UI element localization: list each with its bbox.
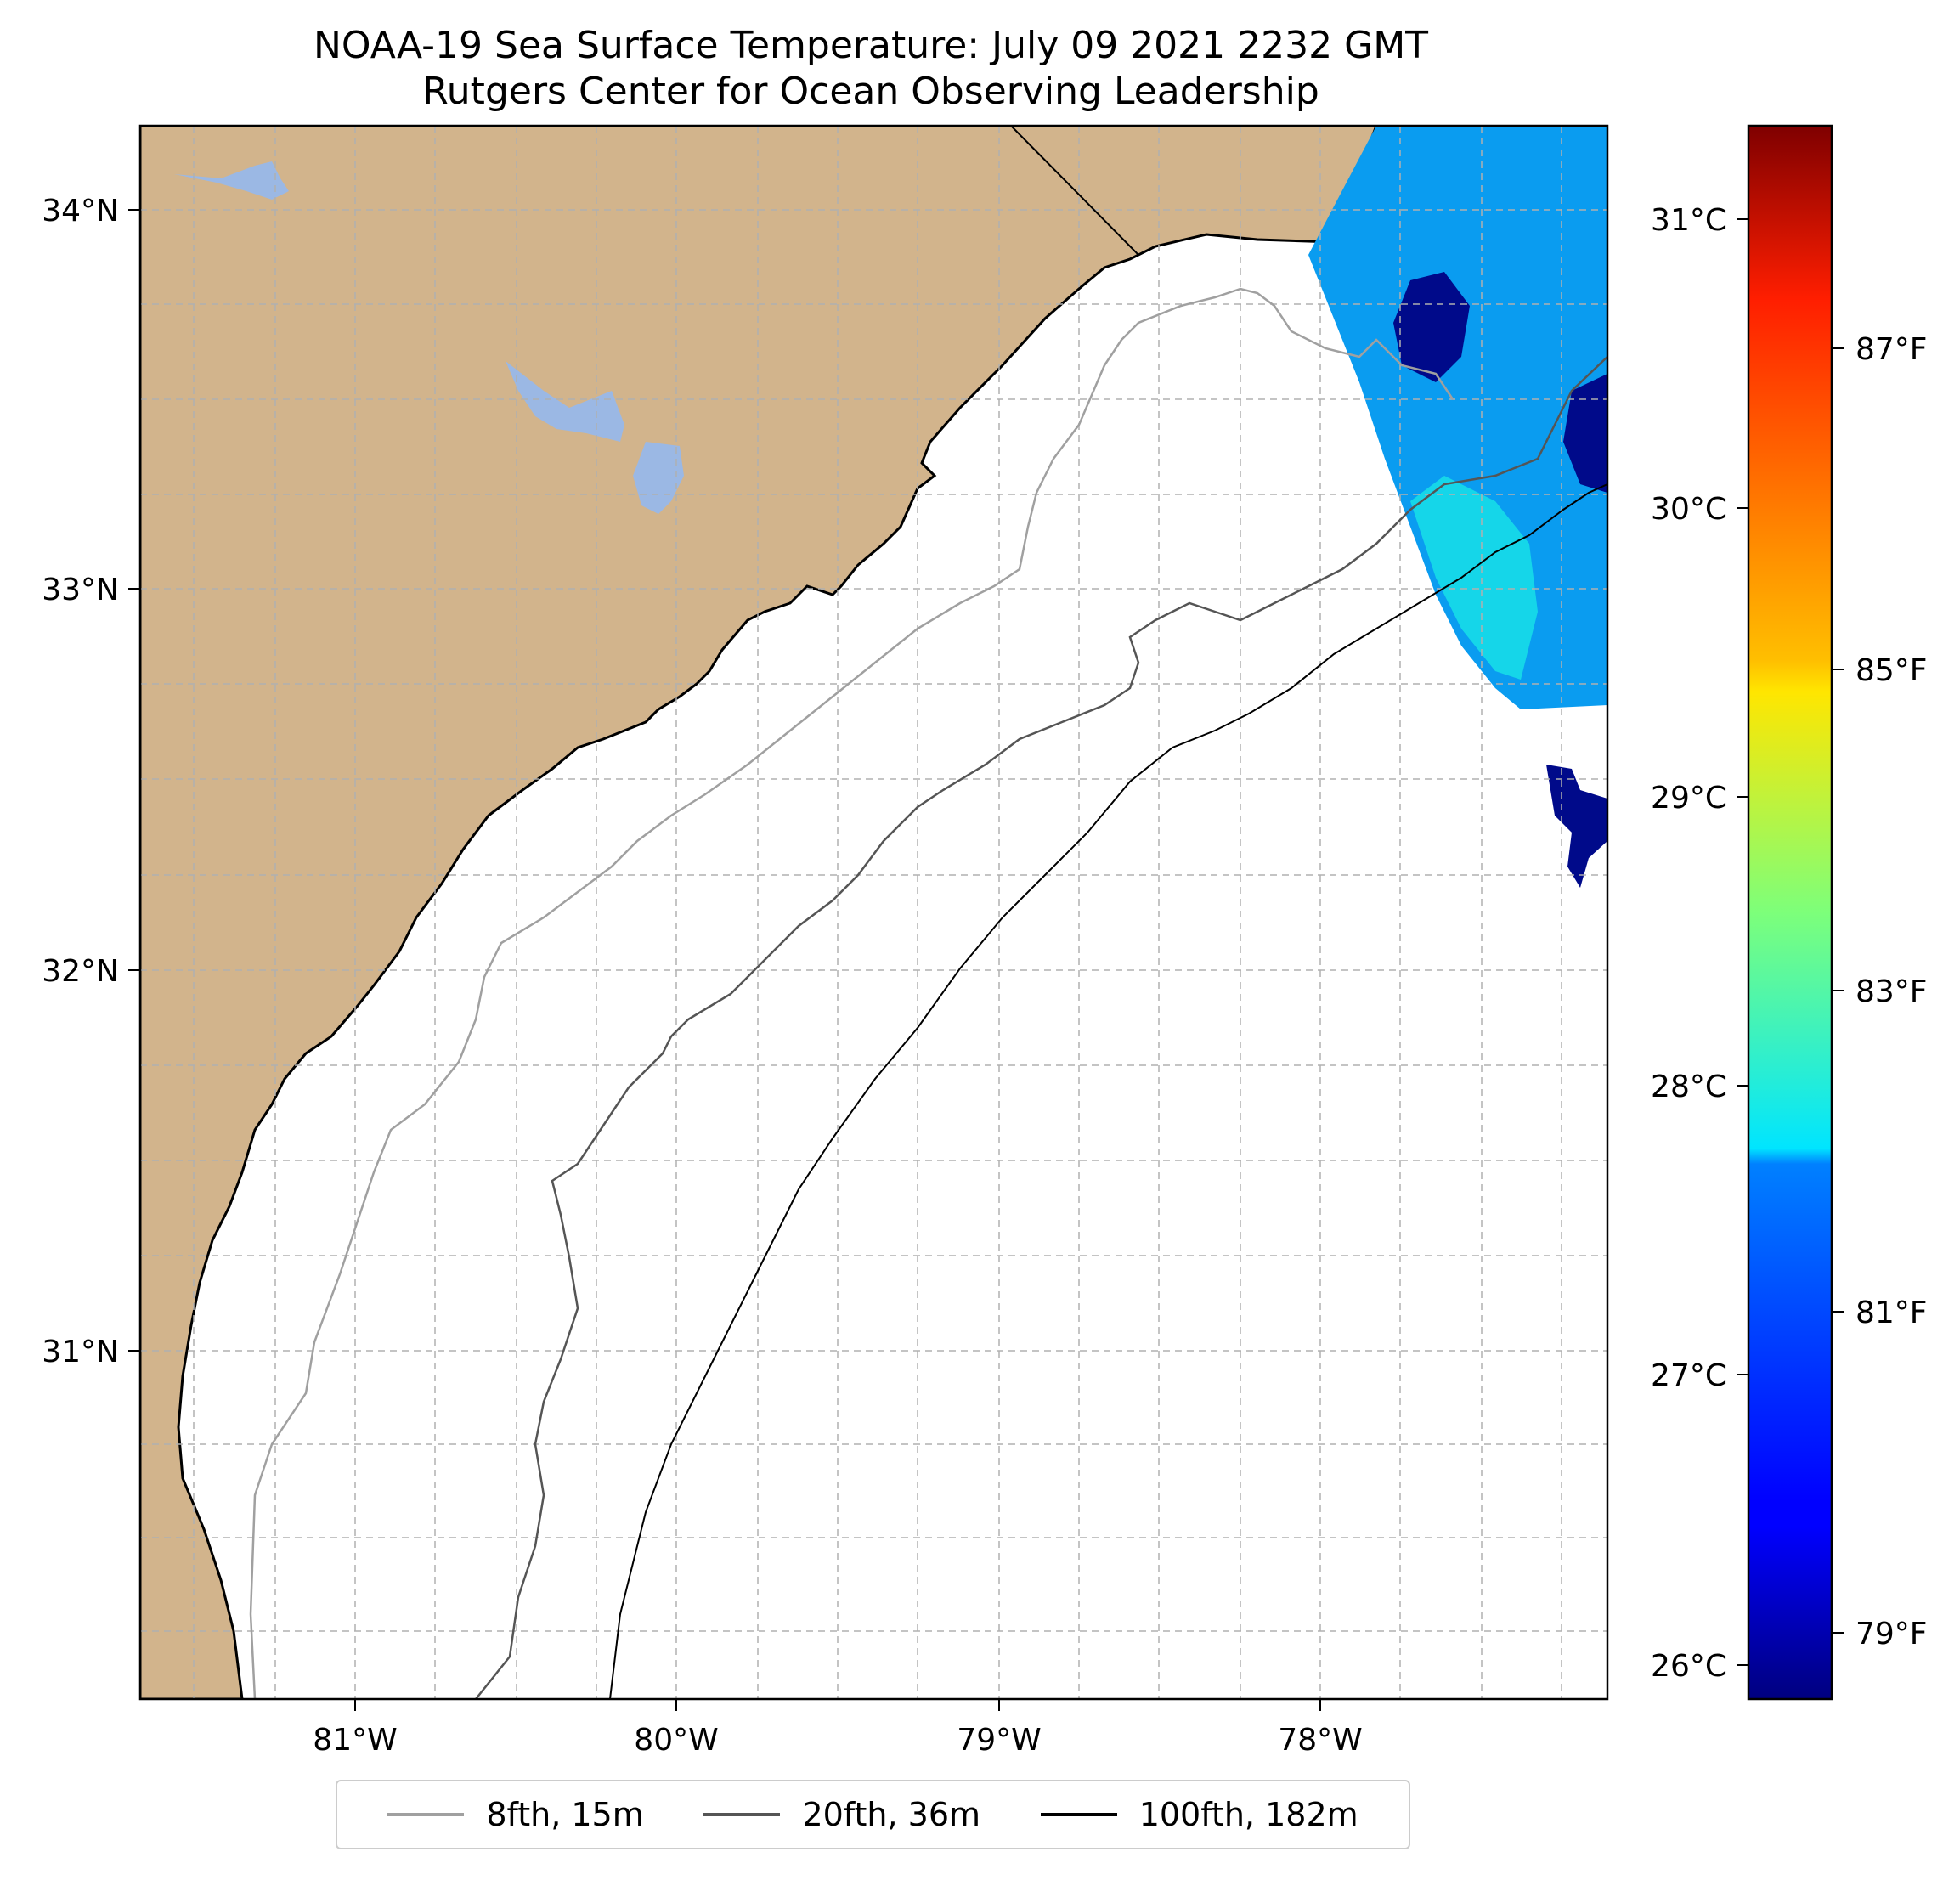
sst-swath	[1308, 126, 1607, 709]
celsius-tick-labels: 31°C 30°C 29°C 28°C 27°C 26°C	[1651, 203, 1726, 1684]
sst-cyan-band	[1410, 476, 1538, 680]
lon-tick-label: 81°W	[313, 1723, 397, 1758]
lon-tick-label: 79°W	[957, 1723, 1041, 1758]
map-title: NOAA-19 Sea Surface Temperature: July 09…	[313, 24, 1429, 67]
lake-moultrie	[633, 442, 684, 514]
isobath-legend: 8fth, 15m 20fth, 36m 100fth, 182m	[336, 1780, 1410, 1849]
lon-tick-label: 78°W	[1278, 1723, 1362, 1758]
legend-line-20fth	[703, 1813, 781, 1816]
lon-tick-labels: 81°W 80°W 79°W 78°W	[313, 1723, 1362, 1758]
land-mass	[140, 126, 1378, 1699]
lat-tick-label: 34°N	[42, 194, 119, 229]
grid-lines	[140, 126, 1607, 1699]
celsius-tick-label: 26°C	[1651, 1649, 1726, 1684]
isobath-20fth	[475, 356, 1607, 1699]
lat-tick-label: 31°N	[42, 1335, 119, 1369]
fahrenheit-tick-label: 83°F	[1856, 974, 1928, 1009]
fahrenheit-tick-labels: 87°F 85°F 83°F 81°F 79°F	[1856, 332, 1928, 1651]
legend-label: 8fth, 15m	[486, 1796, 644, 1833]
colorbar-ticks	[1737, 218, 1844, 1666]
isobath-100fth	[609, 483, 1607, 1699]
state-border	[1010, 126, 1139, 256]
fahrenheit-tick-label: 85°F	[1856, 653, 1928, 688]
fahrenheit-tick-label: 81°F	[1856, 1296, 1928, 1330]
legend-item-100fth: 100fth, 182m	[1040, 1796, 1358, 1833]
colorbar	[1747, 124, 1833, 1701]
lat-tick-label: 33°N	[42, 573, 119, 607]
fahrenheit-tick-label: 87°F	[1856, 332, 1928, 367]
celsius-tick-label: 29°C	[1651, 781, 1726, 816]
lat-tick-label: 32°N	[42, 954, 119, 989]
legend-line-100fth	[1040, 1813, 1117, 1816]
isobath-8fth	[249, 287, 1454, 1699]
celsius-tick-label: 27°C	[1651, 1358, 1726, 1393]
celsius-tick-label: 31°C	[1651, 203, 1726, 238]
fahrenheit-tick-label: 79°F	[1856, 1617, 1928, 1651]
lake-marion	[506, 361, 624, 442]
lat-tick-labels: 34°N 33°N 32°N 31°N	[42, 194, 119, 1369]
celsius-tick-label: 28°C	[1651, 1070, 1726, 1104]
legend-item-8fth: 8fth, 15m	[387, 1796, 644, 1833]
map-subtitle: Rutgers Center for Ocean Observing Leade…	[422, 70, 1319, 113]
axis-ticks	[128, 209, 1321, 1711]
map-frame	[138, 124, 1609, 1701]
legend-item-20fth: 20fth, 36m	[703, 1796, 980, 1833]
lon-tick-label: 80°W	[634, 1723, 718, 1758]
legend-label: 20fth, 36m	[802, 1796, 981, 1833]
legend-label: 100fth, 182m	[1138, 1796, 1358, 1833]
legend-line-8fth	[387, 1813, 465, 1816]
sst-cool-patch	[1393, 272, 1470, 382]
lake-north	[174, 161, 289, 200]
celsius-tick-label: 30°C	[1651, 492, 1726, 527]
sst-cool-patch-east	[1563, 374, 1607, 493]
